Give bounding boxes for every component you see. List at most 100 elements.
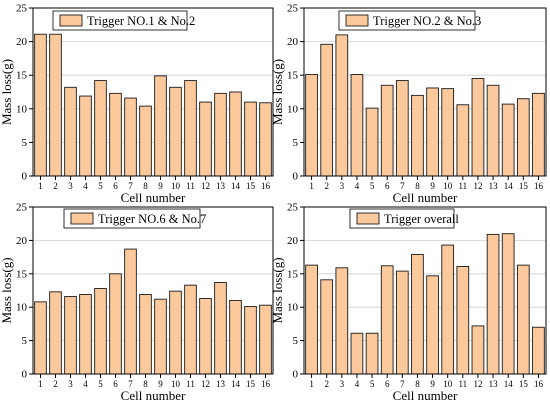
x-tick-label: 9 — [430, 379, 435, 389]
x-tick-label: 4 — [83, 181, 88, 191]
x-tick-label: 7 — [128, 379, 133, 389]
x-tick-label: 14 — [231, 379, 241, 389]
x-tick-label: 1 — [309, 379, 314, 389]
x-tick-label: 16 — [261, 379, 271, 389]
bar-cell-10 — [169, 290, 182, 375]
legend-swatch — [345, 14, 369, 27]
x-tick-label: 4 — [83, 379, 88, 389]
bar-cell-5 — [365, 107, 379, 177]
bar-cell-8 — [139, 105, 152, 177]
x-tick-label: 8 — [143, 379, 148, 389]
x-tick-label: 9 — [158, 181, 163, 191]
bar-cell-13 — [486, 84, 500, 177]
x-axis-title: Cell number — [121, 190, 186, 205]
x-tick-label: 5 — [370, 181, 375, 191]
x-axis-title: Cell number — [121, 388, 186, 403]
x-tick-label: 7 — [128, 181, 133, 191]
x-tick-label: 6 — [385, 379, 390, 389]
y-tick-label: 20 — [287, 36, 299, 48]
x-tick-label: 15 — [246, 181, 256, 191]
x-tick-label: 12 — [473, 379, 482, 389]
bar-cell-8 — [411, 253, 424, 375]
bar-cell-2 — [320, 43, 334, 177]
bar-cell-13 — [486, 233, 500, 375]
legend-swatch — [59, 14, 83, 27]
bar-cell-7 — [124, 97, 137, 177]
legend-label: Trigger NO.1 & No.2 — [87, 14, 195, 28]
x-tick-label: 11 — [186, 379, 195, 389]
legend: Trigger NO.6 & No.7 — [63, 208, 206, 229]
y-tick-label: 20 — [287, 235, 299, 247]
x-tick-label: 11 — [186, 181, 195, 191]
bar-cell-8 — [139, 294, 152, 375]
y-tick-label: 10 — [16, 302, 28, 314]
legend-swatch — [70, 212, 94, 225]
y-tick-label: 25 — [16, 3, 28, 15]
legend-box — [338, 10, 476, 31]
bar-cell-2 — [49, 291, 62, 375]
y-tick-label: 25 — [287, 3, 299, 15]
x-tick-label: 10 — [443, 379, 453, 389]
bar-cell-16 — [532, 92, 545, 177]
y-axis-title: Mass loss(g) — [0, 257, 14, 323]
legend-box — [63, 208, 201, 229]
bar-cell-3 — [64, 86, 77, 177]
bar-cell-9 — [426, 87, 439, 177]
x-tick-label: 1 — [38, 181, 43, 191]
bar-cell-4 — [79, 294, 92, 375]
plot-frame — [32, 206, 274, 375]
bar-cell-1 — [34, 301, 47, 375]
bar-cell-7 — [395, 80, 409, 177]
bar-cell-1 — [305, 74, 318, 177]
bar-cell-12 — [471, 78, 485, 177]
bar-cell-15 — [244, 101, 257, 177]
bar-cell-12 — [199, 101, 212, 177]
x-tick-label: 16 — [534, 379, 544, 389]
x-tick-label: 10 — [171, 181, 181, 191]
x-tick-label: 5 — [98, 181, 103, 191]
bar-cell-6 — [380, 84, 394, 177]
bar-cell-4 — [350, 74, 364, 177]
bar-cell-10 — [169, 86, 182, 177]
bar-cell-9 — [154, 75, 167, 177]
bar-cell-5 — [94, 80, 107, 177]
bar-cell-5 — [365, 332, 379, 375]
x-tick-label: 11 — [458, 379, 467, 389]
y-tick-label: 15 — [16, 70, 28, 82]
bar-cell-11 — [456, 104, 470, 177]
bar-cell-10 — [441, 88, 455, 177]
x-tick-label: 10 — [171, 379, 181, 389]
bar-cell-12 — [199, 298, 212, 375]
bar-cell-3 — [64, 296, 77, 375]
y-tick-label: 5 — [293, 335, 299, 347]
x-tick-label: 3 — [340, 181, 345, 191]
x-tick-label: 2 — [324, 181, 329, 191]
legend-swatch — [356, 212, 380, 225]
legend-label: Trigger NO.2 & No.3 — [373, 14, 481, 28]
y-tick-label: 25 — [16, 202, 28, 214]
bar-cell-16 — [532, 326, 545, 375]
legend: Trigger NO.2 & No.3 — [338, 10, 481, 31]
bar-cell-1 — [305, 264, 318, 375]
y-tick-label: 15 — [287, 268, 299, 280]
bar-cell-2 — [49, 33, 62, 177]
x-tick-label: 3 — [68, 181, 73, 191]
y-tick-label: 25 — [287, 202, 299, 214]
bar-cell-15 — [244, 306, 257, 375]
x-tick-label: 1 — [309, 181, 314, 191]
bar-cell-4 — [350, 332, 364, 375]
bar-cell-13 — [214, 92, 227, 177]
x-tick-label: 14 — [231, 181, 241, 191]
x-tick-label: 6 — [113, 379, 118, 389]
bar-cell-8 — [411, 94, 424, 177]
y-tick-label: 15 — [287, 70, 299, 82]
x-tick-label: 15 — [246, 379, 256, 389]
y-tick-label: 5 — [22, 335, 28, 347]
bar-cell-12 — [471, 325, 485, 375]
y-tick-label: 0 — [293, 369, 299, 381]
bar-cell-14 — [501, 233, 515, 375]
bar-cell-7 — [395, 270, 409, 375]
